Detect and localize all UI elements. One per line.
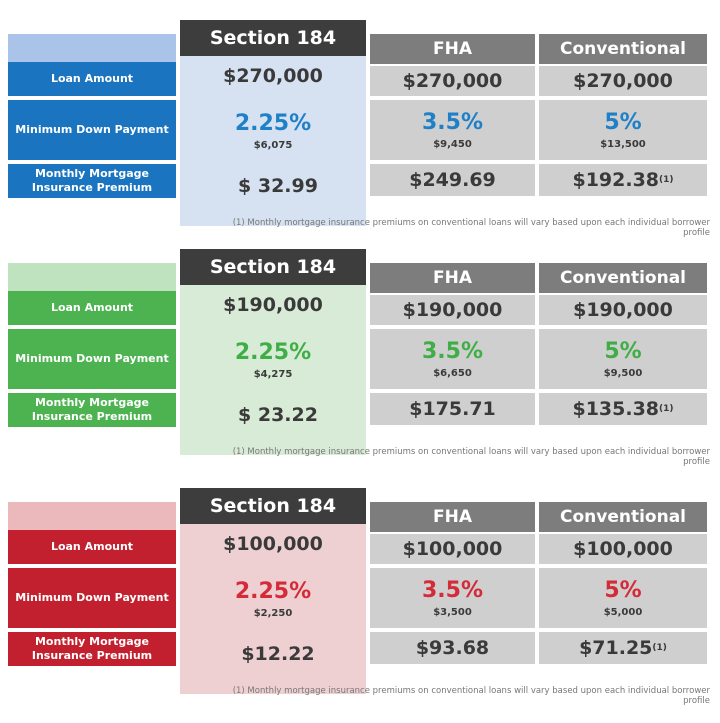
footnote: (1) Monthly mortgage insurance premiums … (232, 686, 710, 706)
label-mip: Monthly Mortgage Insurance Premium (8, 632, 176, 666)
s184-down-amount: $2,250 (253, 608, 293, 619)
label-loan-amount: Loan Amount (8, 291, 176, 325)
conv-down-amount: $5,000 (603, 607, 643, 618)
footnote: (1) Monthly mortgage insurance premiums … (232, 447, 710, 467)
label-mip-line2: Insurance Premium (31, 181, 153, 194)
conv-mip-note: (1) (659, 175, 674, 185)
conv-down-pct: 5% (604, 578, 642, 603)
s184-down-amount: $4,275 (253, 369, 293, 380)
conv-down-amount: $9,500 (603, 368, 643, 379)
label-mip-line1: Monthly Mortgage (34, 167, 149, 180)
comparison-table-green: Section 184 FHA Conventional Loan Amount… (0, 249, 720, 467)
conv-down-amount: $13,500 (600, 139, 646, 150)
s184-down-pct: 2.25% (234, 579, 312, 604)
comparison-table-red: Section 184 FHA Conventional Loan Amount… (0, 488, 720, 706)
label-mip-line1: Monthly Mortgage (34, 396, 149, 409)
fha-down-pct: 3.5% (421, 578, 483, 603)
conv-down-payment: 5% $9,500 (539, 329, 707, 389)
fha-header: FHA (370, 34, 535, 64)
s184-loan-amount: $190,000 (223, 294, 323, 316)
section184-header: Section 184 (180, 488, 366, 524)
fha-loan-amount: $100,000 (370, 534, 535, 564)
conv-mip-value: $71.25 (579, 637, 653, 659)
label-mip-line1: Monthly Mortgage (34, 635, 149, 648)
fha-loan-amount: $190,000 (370, 295, 535, 325)
fha-down-amount: $9,450 (433, 139, 472, 150)
conv-down-pct: 5% (604, 110, 642, 135)
fha-down-payment: 3.5% $6,650 (370, 329, 535, 389)
fha-mip: $175.71 (370, 393, 535, 425)
conv-mip: $71.25 (1) (539, 632, 707, 664)
fha-down-payment: 3.5% $3,500 (370, 568, 535, 628)
comparison-table-blue: Section 184 FHA Conventional Loan Amount… (0, 20, 720, 238)
conv-loan-amount: $190,000 (539, 295, 707, 325)
s184-down-pct: 2.25% (234, 340, 312, 365)
fha-down-amount: $3,500 (433, 607, 472, 618)
s184-down-amount: $6,075 (253, 140, 293, 151)
label-min-down-payment: Minimum Down Payment (8, 568, 176, 628)
conv-mip-value: $192.38 (572, 169, 660, 191)
s184-mip: $ 32.99 (238, 175, 318, 197)
fha-mip: $249.69 (370, 164, 535, 196)
label-loan-amount: Loan Amount (8, 530, 176, 564)
s184-loan-amount: $270,000 (223, 65, 323, 87)
label-mip-line2: Insurance Premium (31, 649, 153, 662)
s184-down-payment: 2.25% $4,275 (180, 329, 366, 391)
conv-loan-amount: $270,000 (539, 66, 707, 96)
label-loan-amount: Loan Amount (8, 62, 176, 96)
section184-column-bg (180, 285, 366, 455)
conventional-header: Conventional (539, 263, 707, 293)
conv-mip: $192.38 (1) (539, 164, 707, 196)
conv-mip: $135.38 (1) (539, 393, 707, 425)
footnote: (1) Monthly mortgage insurance premiums … (232, 218, 710, 238)
fha-header: FHA (370, 502, 535, 532)
section184-column-bg (180, 524, 366, 694)
fha-header: FHA (370, 263, 535, 293)
fha-down-amount: $6,650 (433, 368, 472, 379)
label-min-down-payment: Minimum Down Payment (8, 100, 176, 160)
label-min-down-payment: Minimum Down Payment (8, 329, 176, 389)
section184-header: Section 184 (180, 20, 366, 56)
conv-mip-note: (1) (659, 404, 674, 414)
conv-mip-value: $135.38 (572, 398, 660, 420)
conv-down-pct: 5% (604, 339, 642, 364)
s184-down-payment: 2.25% $2,250 (180, 568, 366, 630)
fha-loan-amount: $270,000 (370, 66, 535, 96)
header-blank (8, 34, 176, 64)
fha-down-payment: 3.5% $9,450 (370, 100, 535, 160)
section184-header: Section 184 (180, 249, 366, 285)
conventional-header: Conventional (539, 502, 707, 532)
s184-down-payment: 2.25% $6,075 (180, 100, 366, 162)
fha-mip: $93.68 (370, 632, 535, 664)
s184-mip: $12.22 (241, 643, 315, 665)
s184-loan-amount: $100,000 (223, 533, 323, 555)
s184-mip: $ 23.22 (238, 404, 318, 426)
conv-mip-note: (1) (652, 643, 667, 653)
section184-column-bg (180, 56, 366, 226)
label-mip: Monthly Mortgage Insurance Premium (8, 393, 176, 427)
header-blank (8, 263, 176, 293)
conv-down-payment: 5% $5,000 (539, 568, 707, 628)
fha-down-pct: 3.5% (421, 110, 483, 135)
conv-loan-amount: $100,000 (539, 534, 707, 564)
label-mip: Monthly Mortgage Insurance Premium (8, 164, 176, 198)
conv-down-payment: 5% $13,500 (539, 100, 707, 160)
fha-down-pct: 3.5% (421, 339, 483, 364)
header-blank (8, 502, 176, 532)
label-mip-line2: Insurance Premium (31, 410, 153, 423)
conventional-header: Conventional (539, 34, 707, 64)
s184-down-pct: 2.25% (234, 111, 312, 136)
